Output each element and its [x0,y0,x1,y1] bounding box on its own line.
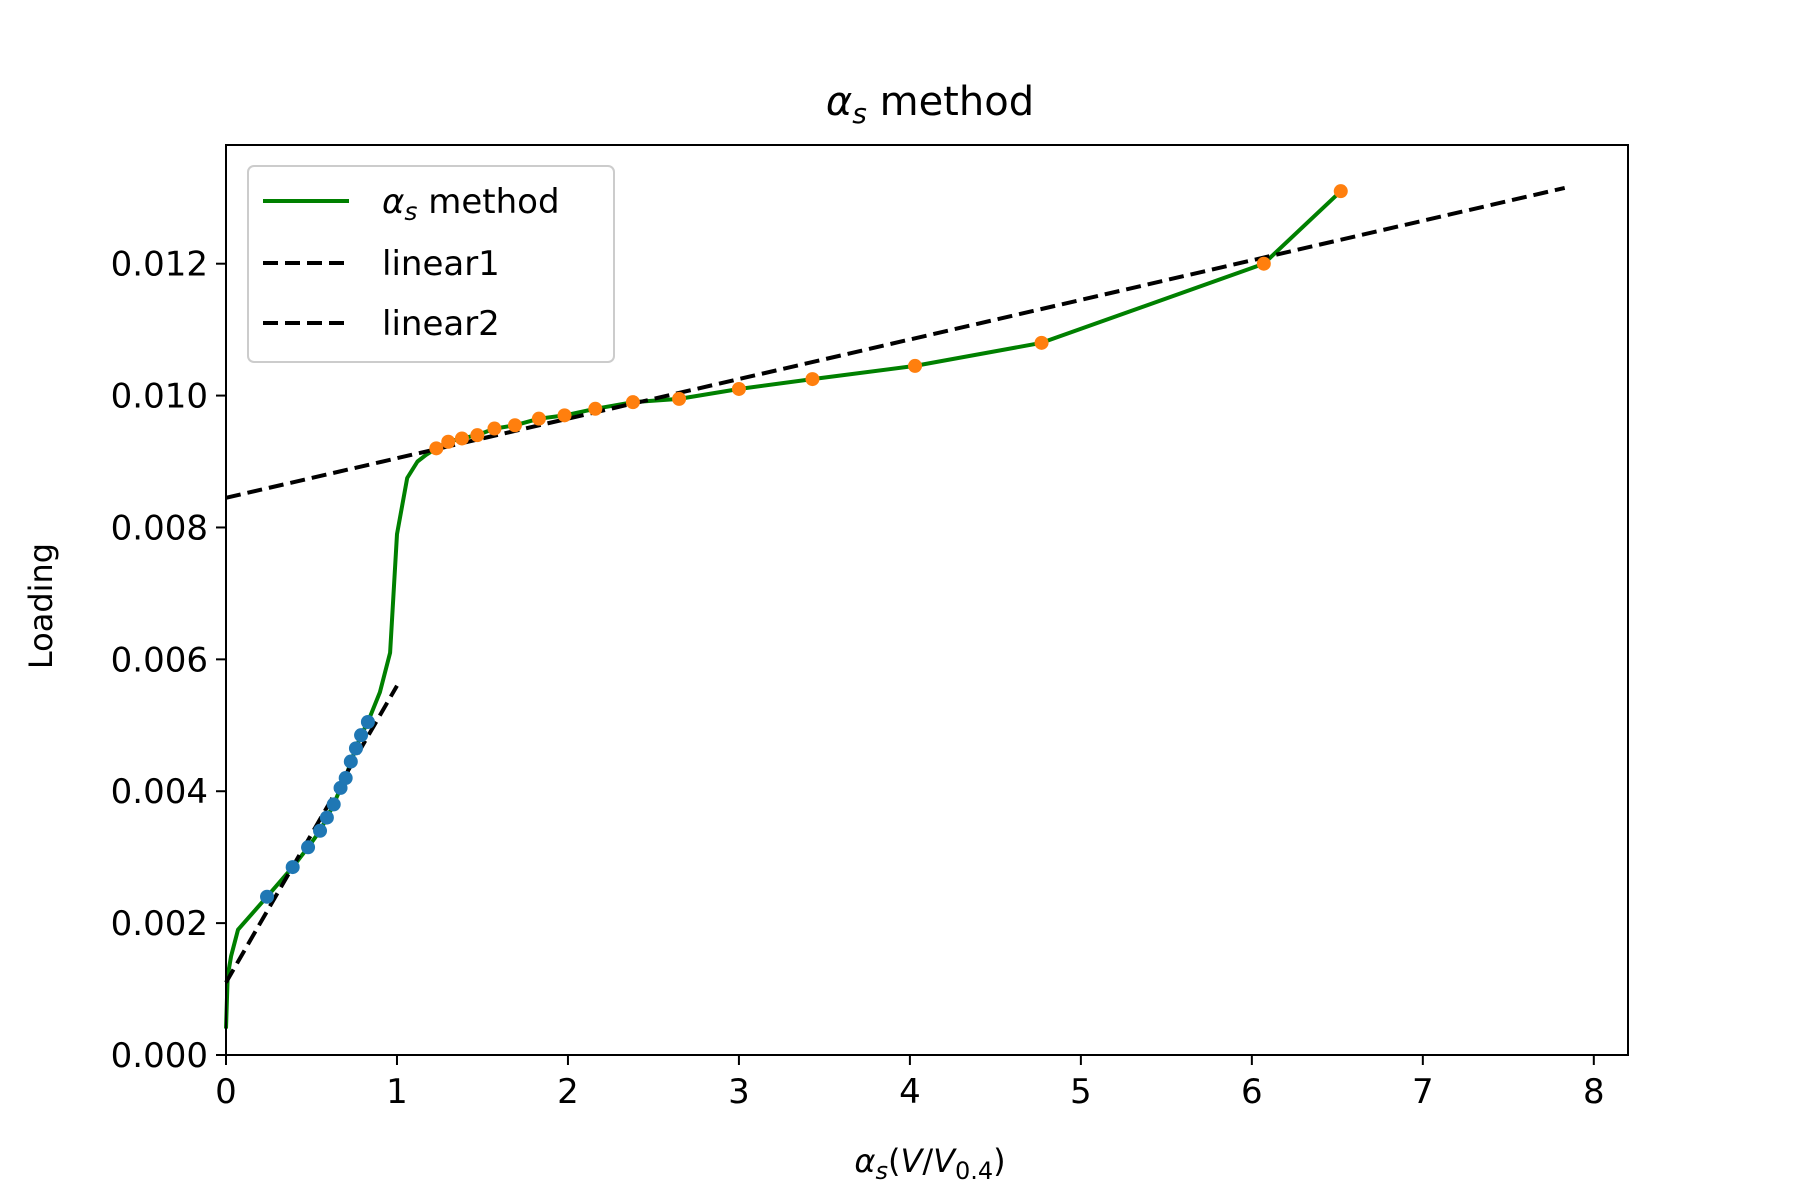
legend-box [247,165,615,363]
y-tick-label: 0.008 [111,508,208,548]
data-point [625,395,640,410]
data-point [731,381,746,396]
data-point [301,840,316,855]
data-point [285,860,300,875]
data-point [338,771,353,786]
data-point [326,797,341,812]
legend-label-linear1: linear1 [382,244,500,284]
data-point [908,358,923,373]
x-tick-label: 0 [215,1072,237,1112]
data-point [1034,335,1049,350]
y-tick-label: 0.006 [111,640,208,680]
y-tick-label: 0.010 [111,377,208,417]
data-point [429,441,444,456]
legend-label-linear2: linear2 [382,304,500,344]
data-point [348,741,363,756]
data-point [260,889,275,904]
x-tick-label: 6 [1241,1072,1263,1112]
data-point [441,434,456,449]
data-point [319,810,334,825]
data-point [1256,256,1271,271]
data-point [454,431,469,446]
y-axis-label: Loading [22,543,60,669]
x-tick-label: 4 [899,1072,921,1112]
data-point [805,372,820,387]
x-axis: 0 1 2 3 4 5 6 7 8 [215,1055,1605,1112]
data-point [531,411,546,426]
chart-title: αs method [826,79,1034,130]
x-tick-label: 2 [557,1072,579,1112]
y-tick-label: 0.012 [111,245,208,285]
data-point [1333,184,1348,199]
data-point [313,823,328,838]
data-point [354,728,369,743]
axes-frame [225,144,1629,1056]
x-tick-label: 5 [1070,1072,1092,1112]
legend: αs method linear1 linear2 [247,165,615,363]
x-tick-label: 3 [728,1072,750,1112]
y-axis: 0.000 0.002 0.004 0.006 0.008 0.010 0.012 [111,245,226,1076]
data-point [557,408,572,423]
y-tick-label: 0.004 [111,772,208,812]
data-point [343,754,358,769]
legend-label-alpha-s-method: αs method [382,182,560,226]
y-tick-label: 0.000 [111,1036,208,1076]
data-point [672,391,687,406]
data-point [588,401,603,416]
x-tick-label: 8 [1583,1072,1605,1112]
data-point [360,714,375,729]
data-point [487,421,502,436]
series-line-linear1 [224,684,399,984]
plot-area [224,184,1566,1029]
data-point [470,428,485,443]
data-point [507,418,522,433]
x-tick-label: 7 [1412,1072,1434,1112]
x-axis-label: αs(V/V0.4) [854,1142,1005,1185]
x-tick-label: 1 [386,1072,408,1112]
y-tick-label: 0.002 [111,904,208,944]
